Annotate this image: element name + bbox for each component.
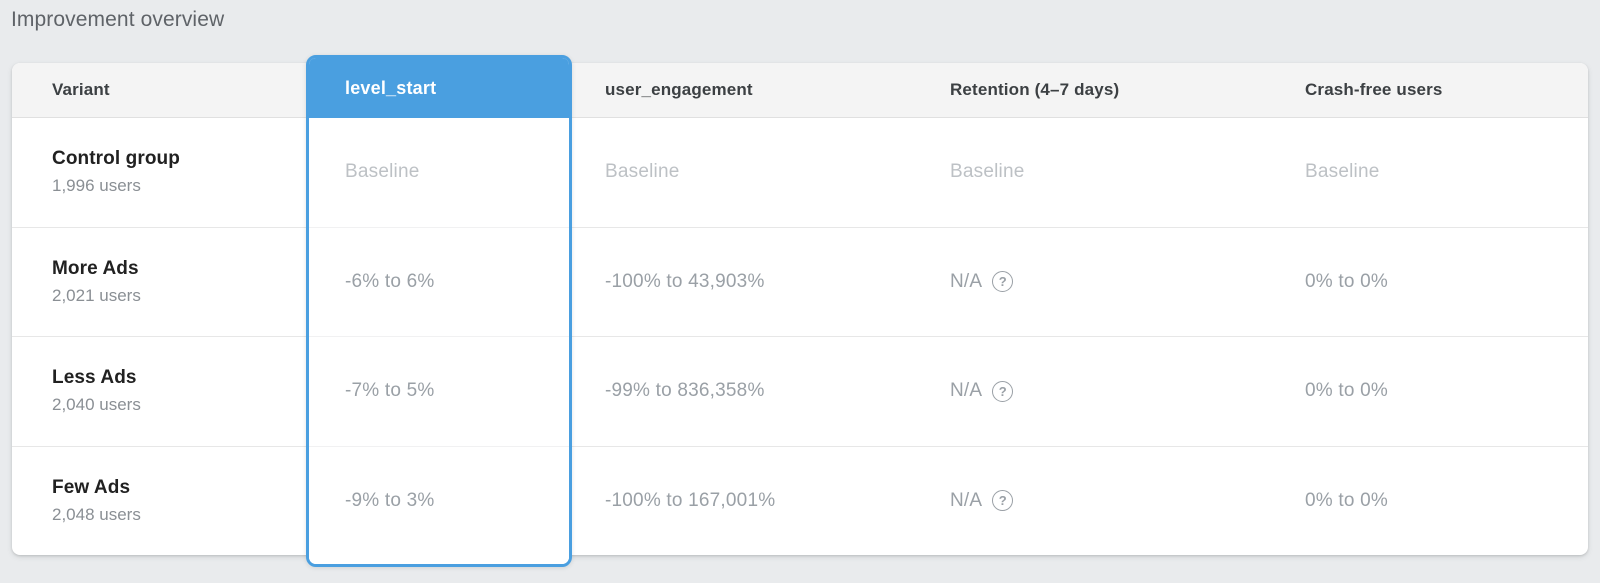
column-header-user-engagement[interactable]: user_engagement xyxy=(605,80,753,99)
table-row-less-ads: Less Ads 2,040 users -99% to 836,358% N/… xyxy=(12,336,1588,446)
user-engagement-value: -100% to 43,903% xyxy=(605,270,765,292)
help-icon-glyph: ? xyxy=(998,383,1007,399)
crash-free-cell: 0% to 0% xyxy=(1268,337,1588,446)
variant-name: Few Ads xyxy=(52,476,131,498)
table-row-control-group: Control group 1,996 users Baseline Basel… xyxy=(12,118,1588,227)
user-engagement-cell: Baseline xyxy=(572,118,920,227)
retention-value: N/A xyxy=(950,380,983,402)
variant-user-count: 2,021 users xyxy=(52,285,141,305)
user-engagement-value: -99% to 836,358% xyxy=(605,380,765,402)
user-engagement-value: Baseline xyxy=(605,161,680,183)
table-header-row: Variant user_engagement Retention (4–7 d… xyxy=(12,63,1588,118)
user-engagement-value: -100% to 167,001% xyxy=(605,489,776,511)
user-engagement-cell: -100% to 43,903% xyxy=(572,228,920,337)
variant-name: More Ads xyxy=(52,257,139,279)
crash-free-value: Baseline xyxy=(1305,161,1380,183)
table-body: Control group 1,996 users Baseline Basel… xyxy=(12,118,1588,555)
improvement-overview-table: Variant user_engagement Retention (4–7 d… xyxy=(12,63,1588,555)
help-icon[interactable]: ? xyxy=(992,490,1014,512)
column-header-level-start[interactable]: level_start xyxy=(309,58,569,118)
crash-free-cell: 0% to 0% xyxy=(1268,447,1588,556)
user-engagement-cell: -100% to 167,001% xyxy=(572,447,920,556)
retention-cell: Baseline xyxy=(920,118,1268,227)
column-header-variant: Variant xyxy=(52,80,110,99)
table-row-few-ads: Few Ads 2,048 users -100% to 167,001% N/… xyxy=(12,445,1588,556)
crash-free-value: 0% to 0% xyxy=(1305,380,1388,402)
retention-cell: N/A ? xyxy=(920,228,1268,337)
crash-free-cell: Baseline xyxy=(1268,118,1588,227)
page-title: Improvement overview xyxy=(11,8,225,31)
variant-user-count: 1,996 users xyxy=(52,176,141,196)
user-engagement-cell: -99% to 836,358% xyxy=(572,337,920,446)
variant-cell: Less Ads 2,040 users xyxy=(12,337,306,446)
variant-user-count: 2,040 users xyxy=(52,395,141,415)
level-start-value: -6% to 6% xyxy=(309,226,569,337)
help-icon[interactable]: ? xyxy=(992,271,1014,293)
retention-value: Baseline xyxy=(950,161,1025,183)
variant-name: Less Ads xyxy=(52,367,137,389)
table-row-more-ads: More Ads 2,021 users -100% to 43,903% N/… xyxy=(12,226,1588,337)
selected-column-level-start[interactable]: level_start Baseline -6% to 6% -7% to 5%… xyxy=(306,55,572,567)
level-start-value: -7% to 5% xyxy=(309,336,569,446)
retention-value: N/A xyxy=(950,489,983,511)
variant-cell: Few Ads 2,048 users xyxy=(12,447,306,556)
level-start-value: -9% to 3% xyxy=(309,445,569,556)
retention-cell: N/A ? xyxy=(920,447,1268,556)
crash-free-value: 0% to 0% xyxy=(1305,489,1388,511)
column-header-crash-free-users[interactable]: Crash-free users xyxy=(1305,80,1443,99)
crash-free-cell: 0% to 0% xyxy=(1268,228,1588,337)
level-start-value: Baseline xyxy=(345,161,420,183)
help-icon-glyph: ? xyxy=(998,274,1007,290)
help-icon-glyph: ? xyxy=(998,493,1007,509)
crash-free-value: 0% to 0% xyxy=(1305,270,1388,292)
column-header-retention[interactable]: Retention (4–7 days) xyxy=(950,80,1120,99)
help-icon[interactable]: ? xyxy=(992,380,1014,402)
variant-cell: More Ads 2,021 users xyxy=(12,228,306,337)
variant-cell: Control group 1,996 users xyxy=(12,118,306,227)
selected-column-footer xyxy=(309,555,569,564)
variant-name: Control group xyxy=(52,148,180,170)
retention-value: N/A xyxy=(950,270,983,292)
selected-column-cells: Baseline -6% to 6% -7% to 5% -9% to 3% xyxy=(309,118,569,555)
retention-cell: N/A ? xyxy=(920,337,1268,446)
variant-user-count: 2,048 users xyxy=(52,504,141,524)
